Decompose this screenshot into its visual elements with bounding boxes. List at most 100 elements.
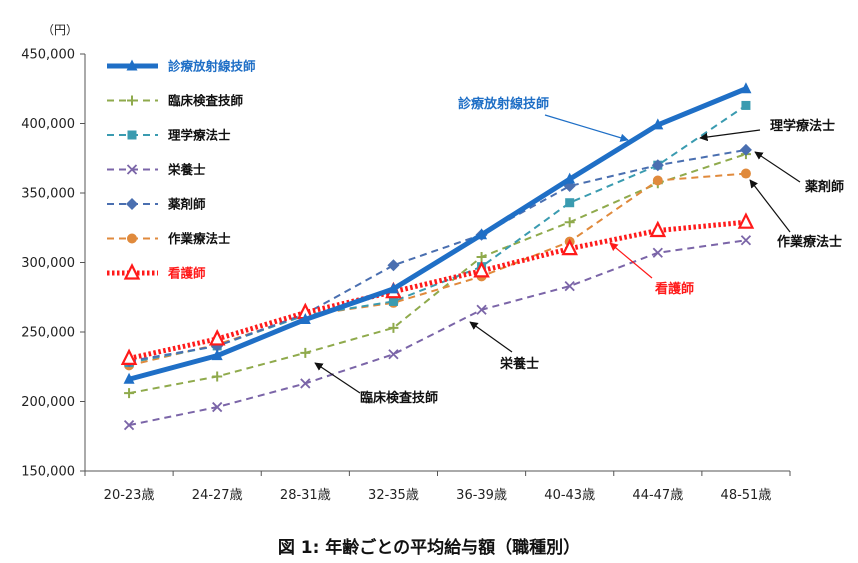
annotation: 看護師	[609, 242, 694, 297]
legend-swatch-marker	[126, 164, 138, 175]
data-point	[564, 280, 575, 292]
annotation-label: 臨床検査技師	[360, 390, 438, 406]
legend-swatch-marker	[123, 263, 141, 280]
data-point	[299, 312, 311, 324]
data-point	[740, 235, 752, 246]
annotation: 臨床検査技師	[314, 362, 438, 406]
legend-item: 栄養士	[107, 162, 206, 177]
data-point	[652, 118, 664, 130]
y-tick-label: 350,000	[21, 187, 75, 202]
series-line	[128, 219, 747, 361]
annotation: 栄養士	[469, 321, 539, 372]
figure-caption: 図 1: 年齢ごとの平均給与額（職種別）	[277, 538, 581, 558]
y-tick-label: 300,000	[21, 256, 75, 271]
data-point	[212, 401, 223, 413]
x-tick-label: 28-31歳	[280, 488, 331, 503]
annotation-arrow	[754, 151, 801, 183]
x-tick-label: 44-47歳	[632, 488, 683, 503]
data-point	[300, 378, 311, 389]
legend-label: 看護師	[168, 266, 206, 281]
series	[123, 82, 752, 384]
legend-item: 臨床検査技師	[107, 93, 244, 108]
annotation: 理学療法士	[699, 118, 835, 142]
series	[120, 212, 755, 366]
x-tick-label: 40-43歳	[544, 488, 595, 503]
annotation-arrow	[609, 242, 653, 279]
data-point	[739, 143, 752, 156]
legend-label: 臨床検査技師	[168, 93, 244, 108]
annotation-label: 薬剤師	[804, 179, 844, 195]
legend-label: 栄養士	[167, 162, 206, 177]
data-point	[123, 419, 135, 431]
annotation-label: 診療放射線技師	[458, 96, 549, 112]
annotation-arrow	[699, 129, 761, 142]
data-point	[120, 348, 138, 366]
line-chart: （円） 150,000 200,000 250,000 300,000 350,000 40…	[21, 23, 844, 503]
x-tick-label: 48-51歳	[721, 488, 772, 503]
annotation-label: 理学療法士	[770, 118, 835, 134]
data-point	[124, 388, 135, 399]
legend-label: 作業療法士	[168, 231, 231, 246]
data-point	[652, 247, 663, 258]
series	[124, 149, 751, 399]
annotation: 診療放射線技師	[458, 96, 629, 142]
data-point	[564, 217, 575, 228]
x-tick-label: 24-27歳	[192, 488, 243, 503]
legend-item: 看護師	[107, 263, 206, 281]
y-unit-label: （円）	[42, 23, 78, 37]
series-line	[128, 153, 747, 395]
annotation-label: 栄養士	[499, 356, 539, 372]
series	[123, 235, 752, 431]
data-point	[211, 349, 223, 361]
legend-label: 薬剤師	[167, 197, 206, 212]
x-tick-label: 32-35歳	[368, 488, 419, 503]
annotation-arrow	[544, 114, 629, 142]
data-point	[387, 282, 399, 294]
data-point	[564, 172, 576, 184]
annotation-arrow	[749, 179, 791, 233]
annotation-label: 作業療法士	[777, 234, 842, 250]
legend-item: 診療放射線技師	[107, 59, 256, 74]
series-lines	[120, 82, 755, 431]
legend-label: 診療放射線技師	[168, 59, 256, 74]
data-point	[651, 159, 664, 172]
annotation-label: 看護師	[655, 281, 694, 297]
annotation: 薬剤師	[754, 151, 844, 195]
data-point	[740, 168, 751, 179]
annotation-arrow	[469, 321, 513, 353]
data-point	[737, 212, 755, 229]
annotation: 作業療法士	[749, 179, 842, 250]
y-tick-label: 250,000	[21, 326, 75, 341]
data-point	[208, 328, 226, 346]
legend-swatch-marker	[126, 59, 138, 71]
annotation-arrow	[314, 362, 361, 394]
legend-item: 作業療法士	[107, 231, 231, 246]
y-tick-label: 450,000	[21, 48, 75, 63]
series-line	[128, 239, 747, 427]
data-point	[476, 304, 487, 315]
series-line	[128, 104, 747, 364]
legend-swatch-marker	[127, 233, 137, 244]
data-point	[388, 296, 398, 306]
x-tick-label: 20-23歳	[104, 488, 155, 503]
series-line	[128, 86, 747, 382]
data-point	[388, 322, 399, 333]
series-line	[128, 148, 747, 363]
legend-item: 薬剤師	[107, 197, 206, 212]
data-point	[561, 238, 578, 256]
y-tick-label: 150,000	[21, 465, 75, 480]
data-point	[212, 371, 223, 382]
data-point	[565, 198, 575, 208]
legend-item: 理学療法士	[107, 128, 231, 143]
x-tick-label: 36-39歳	[456, 488, 507, 503]
legend-label: 理学療法士	[168, 128, 231, 143]
series-line	[128, 172, 747, 367]
y-tick-label: 400,000	[21, 117, 75, 132]
legend-swatch-marker	[127, 130, 137, 140]
data-point	[649, 220, 667, 238]
data-point	[741, 100, 751, 110]
data-point	[476, 251, 487, 262]
axes: （円） 150,000 200,000 250,000 300,000 350,000 40…	[21, 23, 791, 503]
data-point	[652, 175, 663, 186]
